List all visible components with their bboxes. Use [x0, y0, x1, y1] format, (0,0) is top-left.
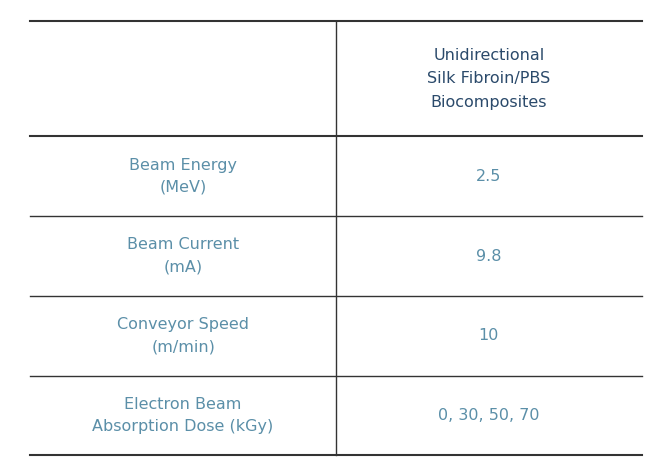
- Text: Conveyor Speed
(m/min): Conveyor Speed (m/min): [117, 317, 249, 354]
- Text: 9.8: 9.8: [476, 248, 501, 263]
- Text: 0, 30, 50, 70: 0, 30, 50, 70: [438, 408, 540, 423]
- Text: Beam Current
(mA): Beam Current (mA): [127, 237, 239, 275]
- Text: Unidirectional
Silk Fibroin/PBS
Biocomposites: Unidirectional Silk Fibroin/PBS Biocompo…: [427, 48, 550, 110]
- Text: 2.5: 2.5: [476, 169, 501, 184]
- Text: 10: 10: [478, 329, 499, 343]
- Text: Electron Beam
Absorption Dose (kGy): Electron Beam Absorption Dose (kGy): [93, 397, 274, 434]
- Text: Beam Energy
(MeV): Beam Energy (MeV): [129, 158, 237, 195]
